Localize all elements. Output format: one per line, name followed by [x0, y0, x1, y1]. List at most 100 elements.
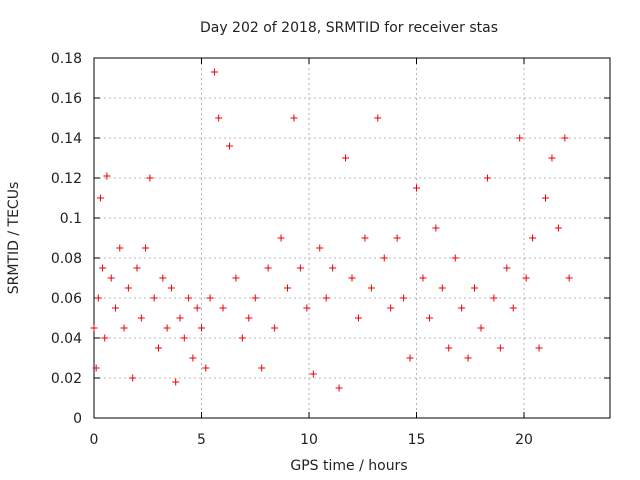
- x-axis-ticks: 0 5 10 15 20: [90, 432, 533, 448]
- y-tick-label: 0: [73, 411, 82, 427]
- data-point: [96, 194, 104, 202]
- data-point: [496, 344, 504, 352]
- data-point: [309, 370, 317, 378]
- data-point: [215, 114, 223, 122]
- data-point: [361, 234, 369, 242]
- y-tick-label: 0.18: [51, 51, 82, 67]
- data-point: [529, 234, 537, 242]
- data-point: [471, 284, 479, 292]
- data-point: [90, 324, 98, 332]
- chart-title: Day 202 of 2018, SRMTID for receiver sta…: [200, 20, 498, 36]
- data-point: [548, 154, 556, 162]
- data-point: [348, 274, 356, 282]
- data-point: [425, 314, 433, 322]
- data-point: [258, 364, 266, 372]
- data-point: [238, 334, 246, 342]
- data-point: [316, 244, 324, 252]
- data-point: [342, 154, 350, 162]
- data-point: [413, 184, 420, 192]
- data-point: [159, 274, 167, 282]
- data-point: [367, 284, 375, 292]
- data-point: [303, 304, 311, 312]
- data-point: [251, 294, 259, 302]
- data-point: [458, 304, 466, 312]
- data-point: [150, 294, 158, 302]
- data-point: [185, 294, 193, 302]
- data-point: [124, 284, 132, 292]
- data-point: [155, 344, 162, 352]
- data-points: [90, 68, 573, 392]
- grid-lines: [94, 58, 610, 418]
- data-point: [393, 234, 401, 242]
- data-point: [561, 134, 569, 142]
- plot-frame: [93, 57, 611, 419]
- data-point: [406, 354, 414, 362]
- data-point: [374, 114, 382, 122]
- data-point: [329, 264, 337, 272]
- data-point: [193, 304, 201, 312]
- data-point: [322, 294, 330, 302]
- data-point: [146, 174, 154, 182]
- x-tick-label: 5: [197, 432, 206, 448]
- data-point: [112, 304, 119, 312]
- data-point: [94, 294, 102, 302]
- data-point: [432, 224, 440, 232]
- data-point: [101, 334, 109, 342]
- y-tick-label: 0.16: [51, 91, 82, 107]
- data-point: [477, 324, 485, 332]
- data-point: [103, 172, 111, 180]
- x-tick-label: 15: [408, 432, 426, 448]
- data-point: [107, 274, 115, 282]
- data-point: [380, 254, 388, 262]
- data-point: [142, 244, 150, 252]
- data-point: [565, 274, 573, 282]
- y-tick-label: 0.08: [51, 251, 82, 267]
- data-point: [522, 274, 530, 282]
- data-point: [176, 314, 184, 322]
- data-point: [180, 334, 188, 342]
- data-point: [225, 142, 233, 150]
- x-tick-label: 10: [300, 432, 318, 448]
- data-point: [296, 264, 304, 272]
- y-tick-label: 0.06: [51, 291, 82, 307]
- data-point: [445, 344, 453, 352]
- y-tick-label: 0.02: [51, 371, 82, 387]
- data-point: [189, 354, 197, 362]
- data-point: [535, 344, 543, 352]
- x-tick-label: 20: [515, 432, 533, 448]
- data-point: [133, 264, 141, 272]
- data-point: [290, 114, 298, 122]
- data-point: [284, 284, 291, 292]
- data-point: [516, 134, 524, 142]
- data-point: [387, 304, 395, 312]
- data-point: [419, 274, 427, 282]
- y-tick-label: 0.12: [51, 171, 82, 187]
- data-point: [509, 304, 517, 312]
- x-axis-label: GPS time / hours: [290, 458, 407, 474]
- data-point: [451, 254, 459, 262]
- data-point: [542, 194, 549, 202]
- data-point: [167, 284, 175, 292]
- data-point: [206, 294, 214, 302]
- data-point: [219, 304, 227, 312]
- data-point: [137, 314, 145, 322]
- data-point: [198, 324, 205, 332]
- data-point: [99, 264, 107, 272]
- data-point: [503, 264, 511, 272]
- data-point: [483, 174, 491, 182]
- y-tick-label: 0.14: [51, 131, 82, 147]
- data-point: [400, 294, 408, 302]
- y-tick-label: 0.04: [51, 331, 82, 347]
- data-point: [554, 224, 562, 232]
- x-tick-label: 0: [90, 432, 99, 448]
- y-tick-label: 0.1: [60, 211, 82, 227]
- data-point: [172, 378, 180, 386]
- data-point: [120, 324, 128, 332]
- data-point: [354, 314, 362, 322]
- y-axis-ticks: 0 0.02 0.04 0.06 0.08 0.1 0.12 0.14 0.16 0.18: [51, 51, 82, 427]
- data-point: [232, 274, 240, 282]
- data-point: [202, 364, 210, 372]
- data-point: [210, 68, 218, 76]
- data-point: [116, 244, 124, 252]
